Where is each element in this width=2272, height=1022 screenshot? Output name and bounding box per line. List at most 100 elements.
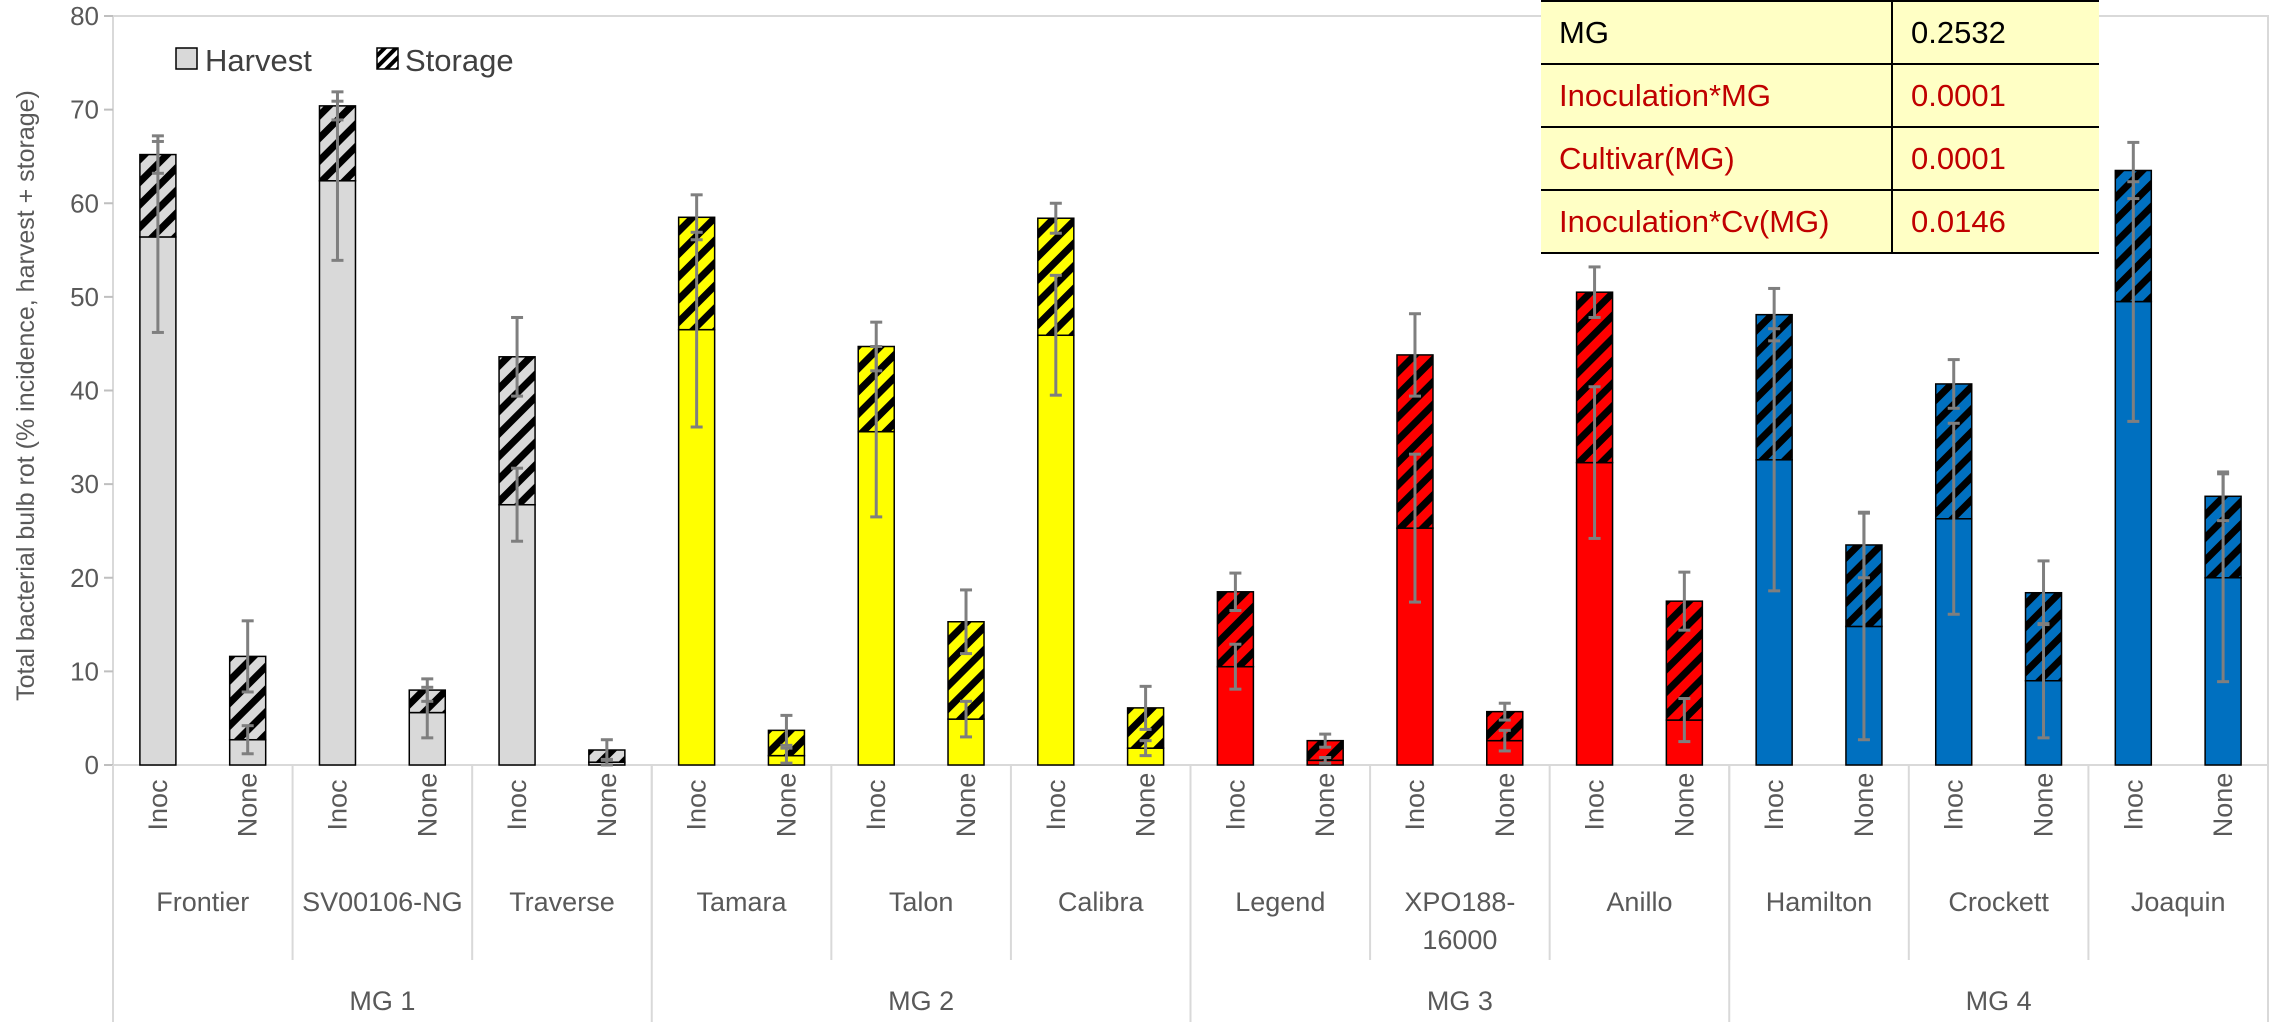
p-value: 0.0001 bbox=[1892, 63, 2099, 128]
error-bar-total bbox=[241, 619, 254, 694]
error-bar-total bbox=[1049, 201, 1062, 235]
treatment-label: None bbox=[771, 773, 801, 838]
cultivar-label: Joaquin bbox=[2131, 887, 2226, 917]
treatment-label: Inoc bbox=[1580, 779, 1610, 830]
error-bar-total bbox=[331, 90, 344, 122]
error-bar-total bbox=[1229, 571, 1242, 613]
legend-swatch-storage bbox=[376, 47, 399, 70]
error-bar-harvest bbox=[511, 466, 524, 543]
bar-harvest bbox=[498, 503, 536, 766]
y-tick-label: 70 bbox=[70, 95, 99, 125]
bar-harvest bbox=[1934, 518, 1973, 766]
p-value: 0.2532 bbox=[1892, 0, 2099, 65]
legend-swatch-harvest bbox=[175, 47, 198, 70]
error-bar-harvest bbox=[1947, 421, 1960, 616]
treatment-label: None bbox=[1849, 773, 1879, 838]
treatment-label: None bbox=[412, 773, 442, 838]
group-label: MG 4 bbox=[1966, 986, 2032, 1016]
treatment-label: None bbox=[592, 773, 622, 838]
treatment-label: Inoc bbox=[502, 779, 532, 830]
group-label: MG 1 bbox=[349, 986, 415, 1016]
y-axis-title: Total bacterial bulb rot (% incidence, h… bbox=[12, 90, 40, 701]
cultivar-label: Frontier bbox=[156, 887, 249, 917]
error-bar-harvest bbox=[1408, 452, 1421, 604]
treatment-label: None bbox=[2208, 773, 2238, 838]
cultivar-label: Anillo bbox=[1606, 887, 1672, 917]
y-tick-label: 30 bbox=[70, 469, 99, 499]
error-bar-total bbox=[1498, 701, 1511, 722]
treatment-label: None bbox=[1310, 773, 1340, 838]
cultivar-label: Crockett bbox=[1948, 887, 2049, 917]
treatment-label: Inoc bbox=[322, 779, 352, 830]
bar-harvest bbox=[1755, 459, 1793, 766]
cultivar-label: Legend bbox=[1235, 887, 1325, 917]
treatment-label: Inoc bbox=[1400, 779, 1430, 830]
error-bar-total bbox=[1857, 510, 1870, 580]
p-value: 0.0001 bbox=[1892, 126, 2099, 191]
y-tick-label: 0 bbox=[85, 750, 99, 780]
y-tick-label: 60 bbox=[70, 188, 99, 218]
error-bar-total bbox=[600, 738, 613, 762]
error-bar-total bbox=[870, 320, 883, 373]
error-bar-total bbox=[1768, 286, 1781, 343]
treatment-label: Inoc bbox=[1759, 779, 1789, 830]
error-bar-total bbox=[1947, 358, 1960, 410]
cultivar-label: Traverse bbox=[509, 887, 615, 917]
bars bbox=[139, 105, 2242, 766]
legend: Harvest Storage bbox=[175, 43, 514, 78]
cultivar-label: Calibra bbox=[1058, 887, 1145, 917]
treatment-label: Inoc bbox=[682, 779, 712, 830]
treatment-label: Inoc bbox=[1220, 779, 1250, 830]
effect-name: Inoculation*MG bbox=[1541, 63, 1893, 128]
error-bar-harvest bbox=[960, 699, 973, 739]
treatment-label: Inoc bbox=[143, 779, 173, 830]
error-bar-total bbox=[2037, 559, 2050, 627]
error-bar-harvest bbox=[241, 724, 254, 756]
treatment-label: Inoc bbox=[861, 779, 891, 830]
cultivar-label: Tamara bbox=[697, 887, 788, 917]
treatment-label: None bbox=[951, 773, 981, 838]
p-value-row: Inoculation*Cv(MG) 0.0146 bbox=[1541, 189, 2099, 254]
error-bar-total bbox=[690, 193, 703, 242]
p-value-row: Cultivar(MG) 0.0001 bbox=[1541, 126, 2099, 191]
effect-name: Inoculation*Cv(MG) bbox=[1541, 189, 1893, 254]
error-bar-total bbox=[2217, 470, 2230, 523]
y-tick-label: 20 bbox=[70, 563, 99, 593]
y-tick-label: 10 bbox=[70, 656, 99, 686]
p-value-row: Inoculation*MG 0.0001 bbox=[1541, 63, 2099, 128]
p-value: 0.0146 bbox=[1892, 189, 2099, 254]
error-bar-total bbox=[511, 315, 524, 398]
group-label: MG 3 bbox=[1427, 986, 1493, 1016]
error-bar-harvest bbox=[1588, 385, 1601, 540]
error-bar-total bbox=[1678, 570, 1691, 632]
error-bar-total bbox=[1139, 684, 1152, 731]
error-bar-harvest bbox=[1678, 697, 1691, 744]
error-bar-harvest bbox=[1049, 273, 1062, 397]
treatment-label: Inoc bbox=[1939, 779, 1969, 830]
error-bar-harvest bbox=[1139, 739, 1152, 758]
treatment-label: Inoc bbox=[1041, 779, 1071, 830]
error-bar-total bbox=[2127, 140, 2140, 201]
treatment-label: None bbox=[2029, 773, 2059, 838]
error-bar-total bbox=[960, 588, 973, 656]
p-value-row: MG 0.2532 bbox=[1541, 0, 2099, 65]
treatment-label: None bbox=[1669, 773, 1699, 838]
error-bar-total bbox=[151, 134, 164, 175]
bar-harvest bbox=[1037, 334, 1075, 766]
x-axis-categories: Inoc None Inoc None Inoc None Inoc None Inoc None… bbox=[112, 765, 2269, 1022]
error-bar-total bbox=[780, 713, 793, 747]
p-value-table: MG 0.2532 Inoculation*MG 0.0001 Cultivar(MG)… bbox=[1541, 0, 2099, 254]
bar-harvest bbox=[318, 180, 357, 766]
effect-name: Cultivar(MG) bbox=[1541, 126, 1893, 191]
y-tick-label: 40 bbox=[70, 376, 99, 406]
cultivar-label: Talon bbox=[889, 887, 954, 917]
error-bar-harvest bbox=[1229, 642, 1242, 691]
error-bar-total bbox=[1408, 312, 1421, 398]
cultivar-label: SV00106-NG bbox=[302, 887, 463, 917]
y-tick-label: 50 bbox=[70, 282, 99, 312]
treatment-label: None bbox=[1490, 773, 1520, 838]
error-bar-harvest bbox=[780, 746, 793, 765]
treatment-label: None bbox=[233, 773, 263, 838]
error-bar-total bbox=[1588, 265, 1601, 319]
